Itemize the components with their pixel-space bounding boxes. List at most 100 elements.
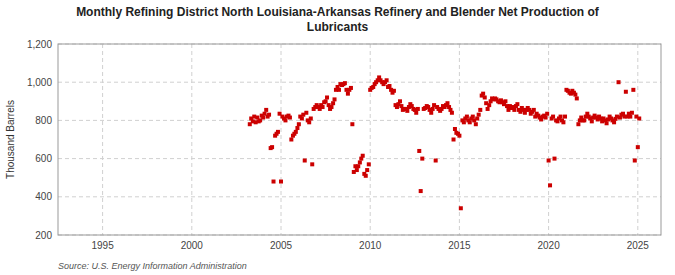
point: [398, 99, 402, 103]
point: [434, 159, 438, 163]
point: [261, 116, 265, 120]
point: [605, 121, 609, 125]
title-line: Lubricants: [307, 20, 369, 34]
point: [355, 168, 359, 172]
point: [385, 78, 389, 82]
point: [551, 115, 555, 119]
point: [289, 138, 293, 142]
point: [349, 86, 353, 90]
point: [419, 189, 423, 193]
x-tick-label: 2015: [448, 240, 471, 251]
y-tick-label: 200: [35, 230, 52, 241]
point: [276, 130, 280, 134]
point: [637, 116, 641, 120]
plot-frame: [58, 44, 661, 235]
point: [532, 108, 536, 112]
point: [283, 118, 287, 122]
point: [297, 122, 301, 126]
point: [431, 107, 435, 111]
grid: [58, 44, 661, 235]
point: [483, 95, 487, 99]
point: [358, 160, 362, 164]
x-grid-line: [637, 44, 638, 235]
point: [303, 159, 307, 163]
point: [361, 154, 365, 158]
y-tick-label: 1,000: [27, 77, 52, 88]
point: [475, 116, 479, 120]
point: [288, 116, 292, 120]
point: [481, 92, 485, 96]
y-axis-label: Thousand Barrels: [5, 100, 16, 179]
point: [346, 92, 350, 96]
point: [365, 168, 369, 172]
point: [631, 88, 635, 92]
point: [310, 162, 314, 166]
source-note: Source: U.S. Energy Information Administ…: [58, 261, 247, 271]
point: [468, 120, 472, 124]
point: [309, 116, 313, 120]
point: [453, 127, 457, 131]
point: [417, 149, 421, 153]
point: [548, 183, 552, 187]
point: [471, 115, 475, 119]
point: [307, 120, 311, 124]
title: Monthly Refining District North Louisian…: [76, 5, 600, 34]
point: [573, 93, 577, 97]
point: [561, 120, 565, 124]
point: [321, 105, 325, 109]
point: [477, 113, 481, 117]
point: [429, 111, 433, 115]
point: [325, 95, 329, 99]
point: [414, 111, 418, 115]
point: [459, 206, 463, 210]
point: [270, 145, 274, 149]
point: [552, 157, 556, 161]
point: [575, 96, 579, 100]
title-line: Monthly Refining District North Louisian…: [76, 5, 600, 19]
y-grid-line: [58, 82, 661, 83]
point: [462, 120, 466, 124]
point: [333, 97, 337, 101]
point: [387, 84, 391, 88]
point: [420, 157, 424, 161]
x-grid-line: [102, 44, 103, 235]
point: [367, 162, 371, 166]
y-tick-label: 400: [35, 191, 52, 202]
point: [624, 90, 628, 94]
point: [267, 113, 271, 117]
x-grid-line: [191, 44, 192, 235]
point: [487, 103, 491, 107]
point: [465, 115, 469, 119]
point: [486, 107, 490, 111]
point: [331, 101, 335, 105]
point: [563, 115, 567, 119]
point: [544, 116, 548, 120]
point: [350, 122, 354, 126]
point: [503, 99, 507, 103]
point: [304, 111, 308, 115]
point: [633, 159, 637, 163]
point: [405, 109, 409, 113]
point: [547, 159, 551, 163]
y-grid-line: [58, 120, 661, 121]
point: [474, 122, 478, 126]
x-tick-label: 2005: [270, 240, 293, 251]
point: [617, 80, 621, 84]
x-grid-line: [370, 44, 371, 235]
point: [416, 107, 420, 111]
point: [272, 180, 276, 184]
point: [457, 134, 461, 138]
point: [450, 111, 454, 115]
chart-container: Monthly Refining District North Louisian…: [0, 0, 675, 275]
y-tick-label: 800: [35, 115, 52, 126]
point: [515, 102, 519, 106]
background: [0, 0, 675, 275]
point: [279, 180, 283, 184]
point: [576, 122, 580, 126]
point: [612, 120, 616, 124]
point: [512, 108, 516, 112]
x-tick-label: 2020: [537, 240, 560, 251]
x-tick-label: 2010: [359, 240, 382, 251]
point: [295, 126, 299, 130]
chart-svg: Monthly Refining District North Louisian…: [0, 0, 675, 275]
